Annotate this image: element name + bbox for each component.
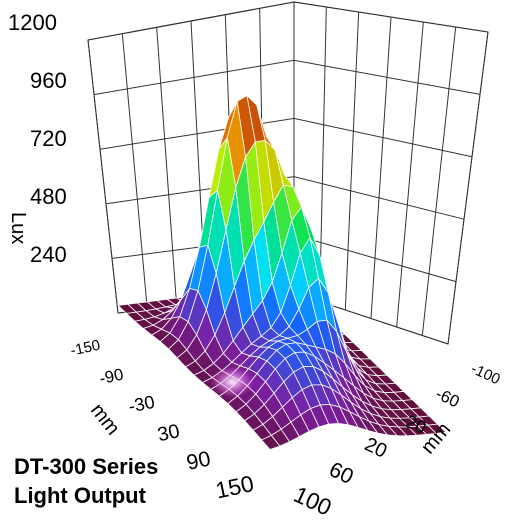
surface-cell bbox=[260, 434, 281, 451]
right-axis-tick: -60 bbox=[433, 384, 463, 411]
caption-line-2: Light Output bbox=[14, 483, 147, 508]
caption-line-1: DT-300 Series bbox=[14, 454, 158, 479]
z-tick-label: 720 bbox=[30, 126, 67, 151]
z-axis-label: Lux bbox=[7, 212, 29, 244]
z-tick-label: 240 bbox=[30, 242, 67, 267]
right-axis-tick: 20 bbox=[361, 433, 390, 462]
left-axis-tick: 30 bbox=[156, 420, 182, 446]
left-axis-tick: -90 bbox=[98, 365, 125, 389]
z-tick-label: 960 bbox=[30, 68, 67, 93]
right-axis-tick: 60 bbox=[325, 457, 357, 489]
right-axis-tick: 100 bbox=[290, 481, 336, 521]
left-axis-tick: 150 bbox=[213, 470, 256, 503]
left-axis-tick: -30 bbox=[127, 392, 157, 417]
surface-mesh bbox=[117, 94, 447, 451]
z-tick-label: 1200 bbox=[8, 10, 57, 35]
left-axis-tick: 90 bbox=[184, 446, 212, 474]
left-axis-tick: -150 bbox=[69, 337, 102, 360]
right-axis-tick: -100 bbox=[468, 360, 502, 388]
surface-highlight bbox=[210, 366, 254, 398]
z-tick-label: 480 bbox=[30, 184, 67, 209]
z-axis-ticks: 1200 960 720 480 240 bbox=[8, 10, 67, 267]
back-walls bbox=[87, 1, 489, 345]
left-axis-label: mm bbox=[86, 400, 124, 440]
